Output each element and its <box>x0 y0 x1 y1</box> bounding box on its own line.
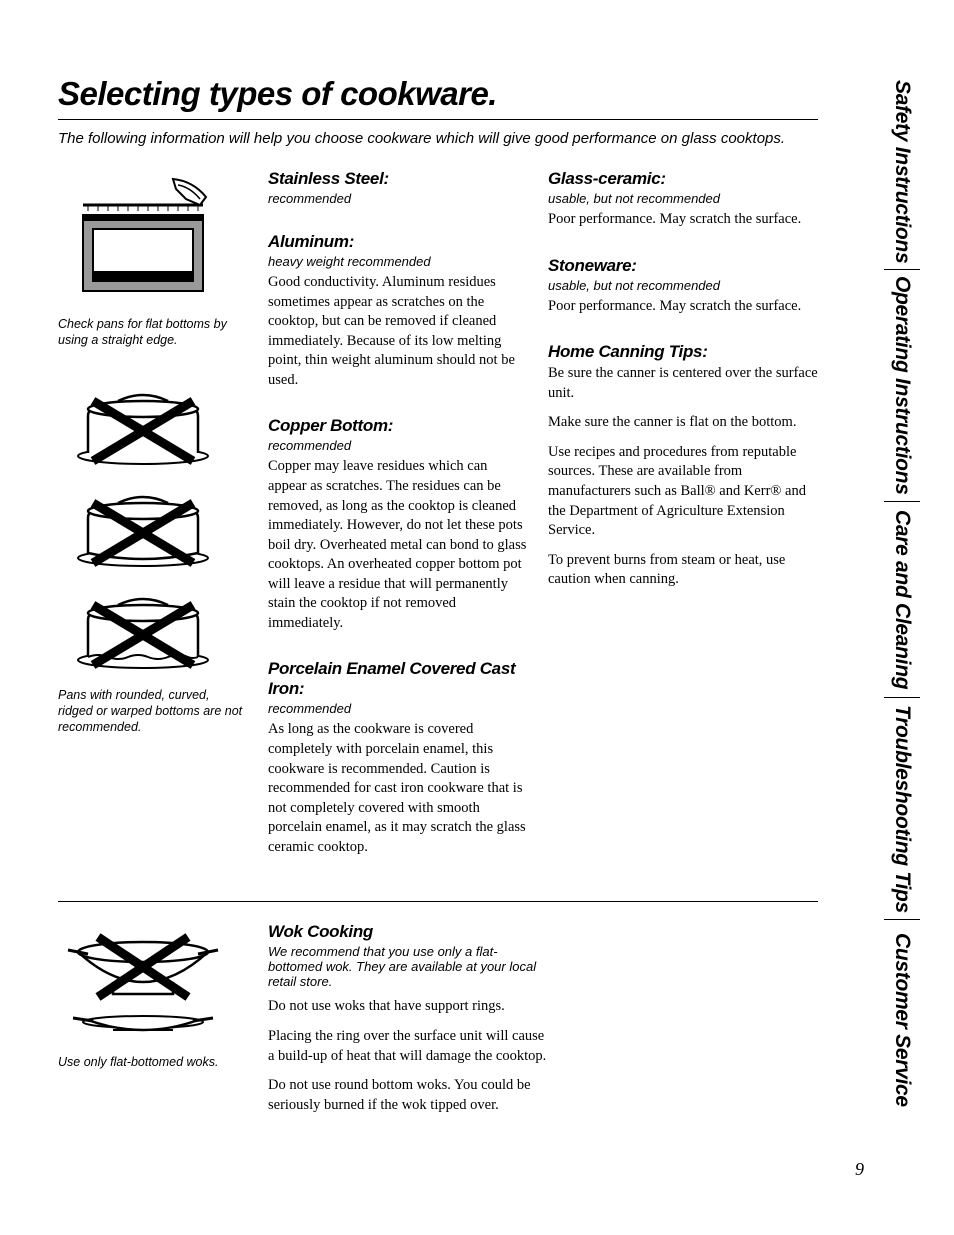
heading-aluminum: Aluminum: <box>268 232 528 252</box>
sub-aluminum: heavy weight recommended <box>268 254 528 269</box>
wok-row: Use only flat-bottomed woks. Wok Cooking… <box>58 922 818 1125</box>
tab-customer[interactable]: Customer Service <box>884 920 920 1120</box>
tab-operating[interactable]: Operating Instructions <box>884 270 920 502</box>
column-right: Glass-ceramic: usable, but not recommend… <box>548 169 818 883</box>
heading-glassceramic: Glass-ceramic: <box>548 169 818 189</box>
side-tabs: Safety Instructions Operating Instructio… <box>884 74 920 1160</box>
wok-p1: Do not use woks that have support rings. <box>268 997 548 1017</box>
section-glassceramic: Glass-ceramic: usable, but not recommend… <box>548 169 818 230</box>
title-rule <box>58 119 818 120</box>
page-number: 9 <box>855 1159 864 1180</box>
tab-care[interactable]: Care and Cleaning <box>884 502 920 698</box>
section-porcelain: Porcelain Enamel Covered Cast Iron: reco… <box>268 659 528 857</box>
body-porcelain: As long as the cookware is covered compl… <box>268 720 528 857</box>
intro-text: The following information will help you … <box>58 130 818 147</box>
tab-troubleshooting[interactable]: Troubleshooting Tips <box>884 698 920 920</box>
heading-canning: Home Canning Tips: <box>548 342 818 362</box>
section-stainless: Stainless Steel: recommended <box>268 169 528 206</box>
canning-p3: Use recipes and procedures from reputabl… <box>548 443 818 541</box>
caption-flat: Check pans for flat bottoms by using a s… <box>58 316 243 349</box>
heading-porcelain: Porcelain Enamel Covered Cast Iron: <box>268 659 528 699</box>
sub-stainless: recommended <box>268 191 528 206</box>
column-middle: Stainless Steel: recommended Aluminum: h… <box>268 169 548 883</box>
body-copper: Copper may leave residues which can appe… <box>268 457 528 633</box>
section-copper: Copper Bottom: recommended Copper may le… <box>268 416 528 633</box>
body-aluminum: Good conductivity. Aluminum residues som… <box>268 273 528 390</box>
caption-wok: Use only flat-bottomed woks. <box>58 1054 243 1070</box>
column-illustrations: Check pans for flat bottoms by using a s… <box>58 169 268 883</box>
illustration-bad-2 <box>58 483 228 573</box>
section-stoneware: Stoneware: usable, but not recommended P… <box>548 256 818 317</box>
illustration-wok <box>58 922 228 1042</box>
canning-p4: To prevent burns from steam or heat, use… <box>548 551 818 590</box>
body-stoneware: Poor performance. May scratch the surfac… <box>548 297 818 317</box>
page-content: Selecting types of cookware. The followi… <box>58 75 818 1125</box>
sub-porcelain: recommended <box>268 701 528 716</box>
body-glassceramic: Poor performance. May scratch the surfac… <box>548 210 818 230</box>
illustration-bad-1 <box>58 381 228 471</box>
illustration-bad-3 <box>58 585 228 675</box>
sub-copper: recommended <box>268 438 528 453</box>
heading-stainless: Stainless Steel: <box>268 169 528 189</box>
wok-illustration-col: Use only flat-bottomed woks. <box>58 922 268 1125</box>
sub-stoneware: usable, but not recommended <box>548 278 818 293</box>
wok-p2: Placing the ring over the surface unit w… <box>268 1027 548 1066</box>
tab-safety[interactable]: Safety Instructions <box>884 74 920 270</box>
section-canning: Home Canning Tips: Be sure the canner is… <box>548 342 818 590</box>
caption-bad: Pans with rounded, curved, ridged or war… <box>58 687 243 736</box>
heading-wok: Wok Cooking <box>268 922 548 942</box>
wok-text-col: Wok Cooking We recommend that you use on… <box>268 922 548 1125</box>
sub-glassceramic: usable, but not recommended <box>548 191 818 206</box>
canning-p1: Be sure the canner is centered over the … <box>548 364 818 403</box>
heading-copper: Copper Bottom: <box>268 416 528 436</box>
section-aluminum: Aluminum: heavy weight recommended Good … <box>268 232 528 390</box>
sub-wok: We recommend that you use only a flat-bo… <box>268 944 548 989</box>
main-columns: Check pans for flat bottoms by using a s… <box>58 169 818 883</box>
canning-p2: Make sure the canner is flat on the bott… <box>548 413 818 433</box>
section-divider <box>58 901 818 902</box>
heading-stoneware: Stoneware: <box>548 256 818 276</box>
page-title: Selecting types of cookware. <box>58 75 818 113</box>
illustration-flat-check <box>58 169 228 304</box>
wok-p3: Do not use round bottom woks. You could … <box>268 1076 548 1115</box>
